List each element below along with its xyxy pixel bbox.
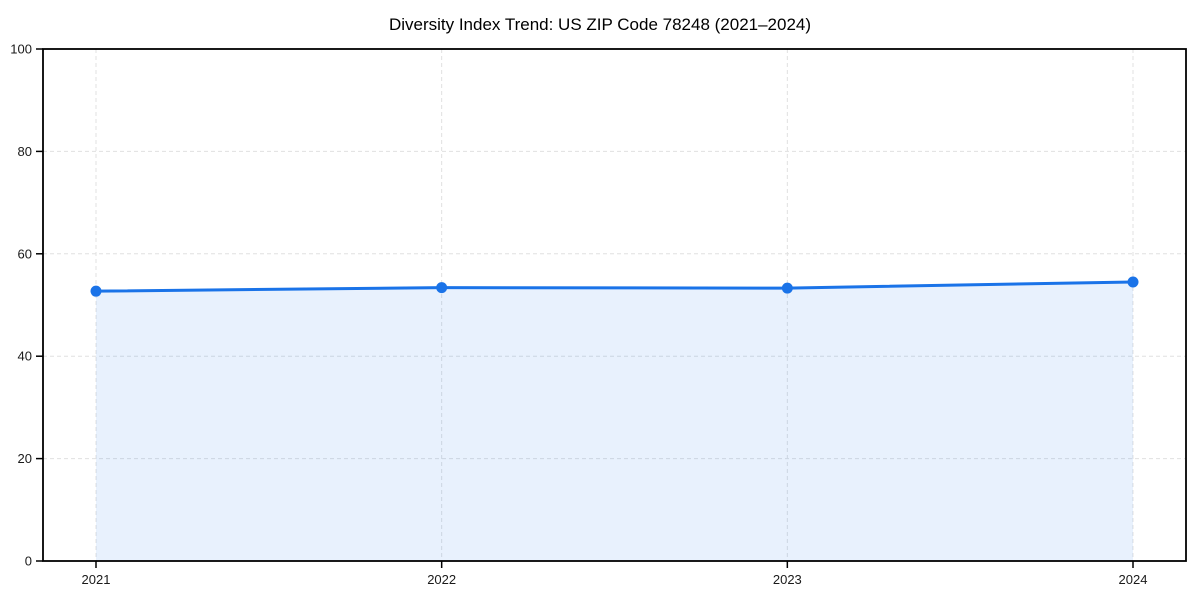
chart-layers: 0 20 40 60 80 100 2021 2022 2023 2024 [10,42,1187,587]
y-gridlines [43,150,1186,460]
x-tick-label: 2021 [82,572,111,587]
x-tick-label: 2024 [1119,572,1148,587]
y-tick-label: 60 [18,246,32,261]
chart-title: Diversity Index Trend: US ZIP Code 78248… [389,15,811,34]
data-point-2023 [781,282,793,294]
y-tick-label: 100 [10,42,32,57]
y-axis: 0 20 40 60 80 100 [10,42,43,569]
x-tick-label: 2022 [427,572,456,587]
trend-line [94,280,1135,293]
data-point-2022 [436,282,448,294]
x-tick-label: 2023 [773,572,802,587]
data-points [90,276,1139,297]
data-point-2021 [90,285,102,297]
plot-border [42,48,1187,562]
y-tick-label: 40 [18,349,32,364]
y-tick-label: 20 [18,451,32,466]
y-tick-label: 0 [25,554,32,569]
x-axis: 2021 2022 2023 2024 [82,561,1148,587]
data-point-2024 [1127,276,1139,288]
x-gridlines [95,49,1134,561]
y-tick-label: 80 [18,144,32,159]
area-fill [96,281,1133,561]
